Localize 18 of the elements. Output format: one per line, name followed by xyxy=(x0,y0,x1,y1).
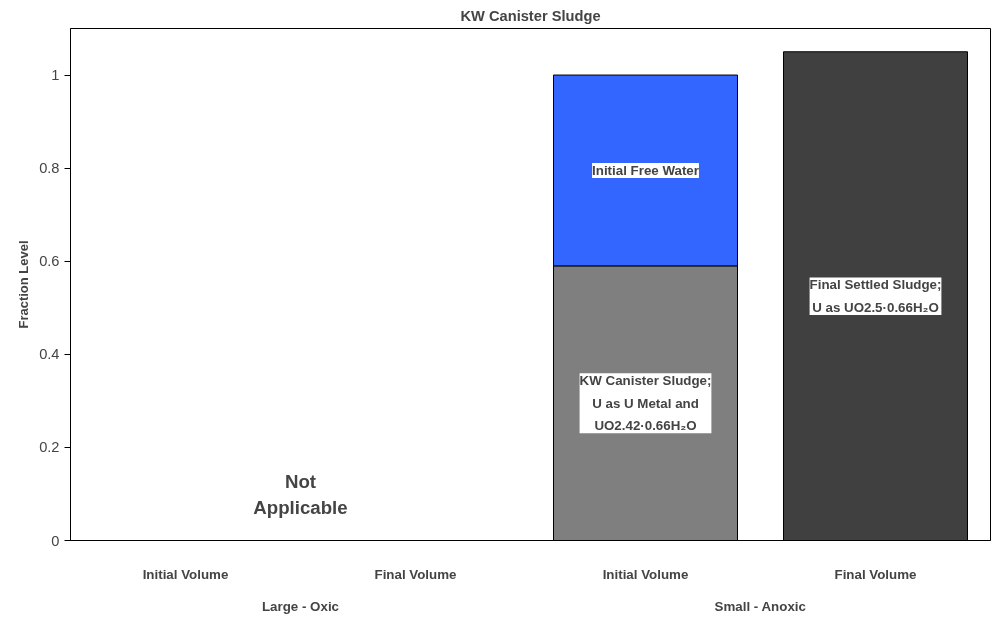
y-tick-label: 0 xyxy=(51,532,60,549)
y-tick-label: 0.8 xyxy=(39,160,60,177)
y-axis-title: Fraction Level xyxy=(16,240,32,329)
y-tick-label: 0.6 xyxy=(39,253,60,270)
series-label: Initial Free Water xyxy=(592,162,699,178)
y-tick-label: 1 xyxy=(51,67,60,84)
x-tick-label: Initial Volume xyxy=(142,566,229,582)
series-label: KW Canister Sludge; U as U Metal and UO2.42·0.66H₂O xyxy=(579,373,712,434)
y-tick-label: 0.2 xyxy=(39,439,60,456)
y-tick-label: 0.4 xyxy=(39,346,60,363)
text: Large - Oxic xyxy=(261,598,340,614)
annotation: Not Applicable xyxy=(253,471,348,518)
series-label: Final Settled Sludge; U as UO2.5·0.66H₂O xyxy=(809,277,942,315)
chart-title: KW Canister Sludge xyxy=(460,7,601,24)
x-tick-label: Initial Volume xyxy=(602,566,689,582)
x-tick-label: Final Volume xyxy=(834,566,917,582)
text: Small - Anoxic xyxy=(714,598,807,614)
x-tick-label: Final Volume xyxy=(374,566,457,582)
